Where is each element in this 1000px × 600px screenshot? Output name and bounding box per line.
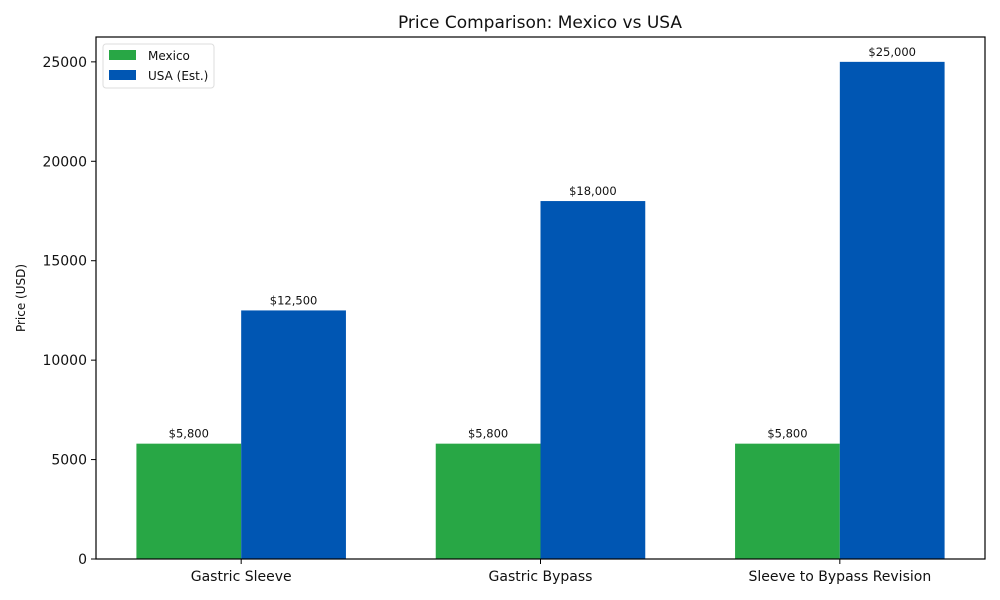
legend-swatch [109, 70, 136, 80]
bar-usa-0 [241, 310, 346, 559]
x-tick-label: Gastric Sleeve [191, 569, 292, 585]
legend-label: USA (Est.) [148, 69, 208, 83]
y-tick-label: 5000 [51, 453, 87, 469]
y-axis-label: Price (USD) [14, 264, 28, 332]
data-label: $5,800 [468, 427, 508, 441]
legend-swatch [109, 50, 136, 60]
y-tick-label: 0 [78, 552, 87, 568]
legend-label: Mexico [148, 49, 190, 63]
y-tick-label: 25000 [42, 55, 87, 71]
bar-usa-2 [839, 61, 945, 559]
data-label: $5,800 [767, 427, 807, 441]
y-tick-label: 15000 [42, 254, 87, 270]
data-label: $12,500 [270, 293, 318, 307]
y-tick-label: 10000 [42, 353, 87, 369]
chart-title: Price Comparison: Mexico vs USA [398, 13, 682, 33]
data-label: $5,800 [169, 427, 209, 441]
bar-usa-1 [540, 201, 646, 560]
data-label: $25,000 [868, 45, 916, 59]
x-tick-label: Sleeve to Bypass Revision [748, 569, 931, 585]
bar-mexico-0 [136, 443, 242, 559]
y-tick-label: 20000 [42, 154, 87, 170]
legend: Mexico USA (Est.) [102, 43, 215, 89]
x-tick-label: Gastric Bypass [489, 569, 593, 585]
data-label: $18,000 [569, 184, 617, 198]
bar-mexico-1 [435, 443, 541, 559]
bar-mexico-2 [735, 443, 840, 559]
